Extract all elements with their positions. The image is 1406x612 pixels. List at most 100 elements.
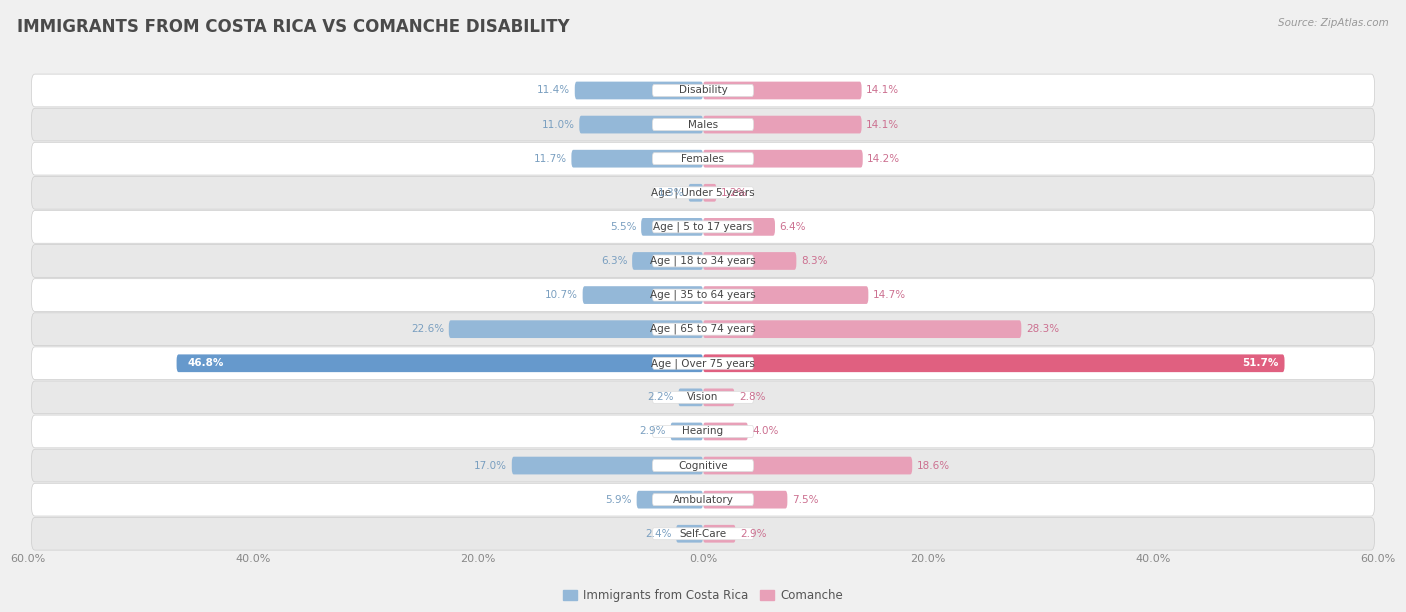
FancyBboxPatch shape (703, 286, 869, 304)
FancyBboxPatch shape (177, 354, 703, 372)
Text: Self-Care: Self-Care (679, 529, 727, 539)
FancyBboxPatch shape (641, 218, 703, 236)
Text: 10.7%: 10.7% (546, 290, 578, 300)
FancyBboxPatch shape (703, 354, 1285, 372)
FancyBboxPatch shape (31, 483, 1375, 516)
FancyBboxPatch shape (579, 116, 703, 133)
FancyBboxPatch shape (652, 153, 754, 165)
FancyBboxPatch shape (633, 252, 703, 270)
FancyBboxPatch shape (703, 457, 912, 474)
Text: Ambulatory: Ambulatory (672, 494, 734, 505)
FancyBboxPatch shape (671, 423, 703, 440)
FancyBboxPatch shape (652, 494, 754, 506)
FancyBboxPatch shape (31, 278, 1375, 312)
FancyBboxPatch shape (31, 347, 1375, 379)
Text: 4.0%: 4.0% (752, 427, 779, 436)
FancyBboxPatch shape (31, 108, 1375, 141)
FancyBboxPatch shape (31, 176, 1375, 209)
FancyBboxPatch shape (31, 74, 1375, 107)
Text: 28.3%: 28.3% (1026, 324, 1059, 334)
FancyBboxPatch shape (31, 211, 1375, 243)
FancyBboxPatch shape (31, 415, 1375, 448)
FancyBboxPatch shape (652, 119, 754, 130)
FancyBboxPatch shape (31, 245, 1375, 277)
FancyBboxPatch shape (652, 84, 754, 97)
FancyBboxPatch shape (703, 423, 748, 440)
Text: 18.6%: 18.6% (917, 461, 950, 471)
FancyBboxPatch shape (703, 116, 862, 133)
FancyBboxPatch shape (703, 150, 863, 168)
Text: 2.9%: 2.9% (740, 529, 766, 539)
Text: 14.1%: 14.1% (866, 119, 900, 130)
Text: 6.3%: 6.3% (602, 256, 627, 266)
Text: 11.7%: 11.7% (534, 154, 567, 163)
FancyBboxPatch shape (703, 491, 787, 509)
Text: 14.2%: 14.2% (868, 154, 900, 163)
Text: 6.4%: 6.4% (779, 222, 806, 232)
Text: Age | 35 to 64 years: Age | 35 to 64 years (650, 290, 756, 300)
FancyBboxPatch shape (652, 392, 754, 403)
FancyBboxPatch shape (31, 143, 1375, 175)
FancyBboxPatch shape (582, 286, 703, 304)
Text: Vision: Vision (688, 392, 718, 402)
FancyBboxPatch shape (31, 381, 1375, 414)
FancyBboxPatch shape (31, 517, 1375, 550)
Text: 7.5%: 7.5% (792, 494, 818, 505)
FancyBboxPatch shape (512, 457, 703, 474)
FancyBboxPatch shape (652, 289, 754, 301)
FancyBboxPatch shape (637, 491, 703, 509)
Text: 8.3%: 8.3% (801, 256, 827, 266)
FancyBboxPatch shape (689, 184, 703, 201)
Text: Age | Over 75 years: Age | Over 75 years (651, 358, 755, 368)
FancyBboxPatch shape (703, 320, 1021, 338)
Text: 2.8%: 2.8% (740, 392, 765, 402)
FancyBboxPatch shape (31, 313, 1375, 346)
Text: 2.2%: 2.2% (647, 392, 673, 402)
Text: 2.9%: 2.9% (640, 427, 666, 436)
Text: Age | 18 to 34 years: Age | 18 to 34 years (650, 256, 756, 266)
Text: Disability: Disability (679, 86, 727, 95)
Text: 22.6%: 22.6% (411, 324, 444, 334)
FancyBboxPatch shape (678, 389, 703, 406)
FancyBboxPatch shape (652, 425, 754, 438)
FancyBboxPatch shape (703, 218, 775, 236)
Text: 5.9%: 5.9% (606, 494, 633, 505)
FancyBboxPatch shape (449, 320, 703, 338)
FancyBboxPatch shape (652, 357, 754, 369)
FancyBboxPatch shape (703, 81, 862, 99)
FancyBboxPatch shape (652, 460, 754, 471)
Text: 14.1%: 14.1% (866, 86, 900, 95)
Text: 46.8%: 46.8% (188, 358, 224, 368)
FancyBboxPatch shape (575, 81, 703, 99)
Text: Males: Males (688, 119, 718, 130)
Text: 5.5%: 5.5% (610, 222, 637, 232)
Text: Hearing: Hearing (682, 427, 724, 436)
FancyBboxPatch shape (703, 252, 796, 270)
Text: 11.4%: 11.4% (537, 86, 571, 95)
FancyBboxPatch shape (31, 449, 1375, 482)
FancyBboxPatch shape (652, 323, 754, 335)
Text: Source: ZipAtlas.com: Source: ZipAtlas.com (1278, 18, 1389, 28)
FancyBboxPatch shape (571, 150, 703, 168)
Text: Age | Under 5 years: Age | Under 5 years (651, 187, 755, 198)
FancyBboxPatch shape (703, 184, 717, 201)
Text: 1.3%: 1.3% (658, 188, 683, 198)
FancyBboxPatch shape (652, 528, 754, 540)
FancyBboxPatch shape (703, 525, 735, 543)
Text: Age | 5 to 17 years: Age | 5 to 17 years (654, 222, 752, 232)
FancyBboxPatch shape (652, 187, 754, 199)
Text: 14.7%: 14.7% (873, 290, 905, 300)
Text: Females: Females (682, 154, 724, 163)
FancyBboxPatch shape (652, 221, 754, 233)
Text: 17.0%: 17.0% (474, 461, 508, 471)
Text: 1.2%: 1.2% (721, 188, 748, 198)
Text: 2.4%: 2.4% (645, 529, 672, 539)
Text: IMMIGRANTS FROM COSTA RICA VS COMANCHE DISABILITY: IMMIGRANTS FROM COSTA RICA VS COMANCHE D… (17, 18, 569, 36)
Text: 51.7%: 51.7% (1243, 358, 1279, 368)
Legend: Immigrants from Costa Rica, Comanche: Immigrants from Costa Rica, Comanche (558, 584, 848, 607)
FancyBboxPatch shape (676, 525, 703, 543)
Text: 11.0%: 11.0% (541, 119, 575, 130)
FancyBboxPatch shape (703, 389, 734, 406)
FancyBboxPatch shape (652, 255, 754, 267)
Text: Age | 65 to 74 years: Age | 65 to 74 years (650, 324, 756, 334)
